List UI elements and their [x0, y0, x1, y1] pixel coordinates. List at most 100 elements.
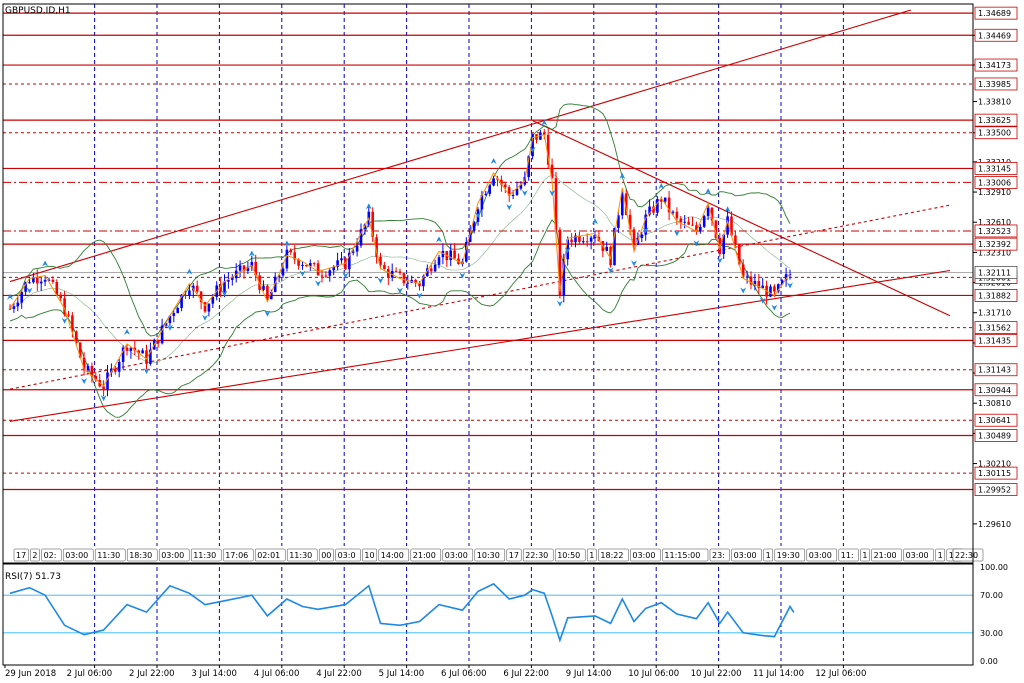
candle-body — [180, 294, 183, 308]
price-tick-label: 1.31710 — [978, 309, 1011, 318]
session-tag-label: 10 — [364, 551, 374, 560]
candle-body — [726, 216, 729, 235]
candle-body — [160, 325, 164, 344]
trendline-upper-channel — [9, 9, 912, 283]
level-tag-label: 1.30115 — [978, 469, 1011, 478]
candle-body — [500, 179, 503, 185]
candle-body — [472, 221, 476, 231]
session-tag — [362, 548, 378, 562]
candle-body — [422, 276, 425, 287]
session-tag-label: 03:00 — [161, 551, 184, 560]
candle-body — [47, 279, 51, 281]
main-frame — [2, 3, 974, 565]
session-tag — [903, 548, 934, 562]
fractal-down-icon — [631, 260, 637, 267]
candle-body — [562, 259, 566, 296]
session-tag-label: 02:01 — [257, 551, 280, 560]
candle-body — [316, 263, 320, 276]
fractal-down-icon — [202, 314, 208, 321]
band-middle — [9, 174, 791, 364]
price-tick-label: 1.32310 — [978, 248, 1011, 257]
candle-body — [332, 267, 335, 271]
level-tag — [974, 333, 1018, 347]
candle-body — [168, 315, 172, 324]
level-tag — [974, 6, 1018, 20]
rsi-label: RSI(7) 51.73 — [5, 572, 61, 582]
session-tag — [838, 548, 859, 562]
fractal-down-icon — [26, 287, 33, 294]
fractal-down-icon — [673, 230, 680, 237]
fractal-down-icon — [642, 227, 649, 234]
candle-body — [570, 239, 573, 243]
candle-body — [219, 285, 222, 292]
candle-body — [613, 227, 616, 266]
candle-body — [145, 350, 148, 364]
session-tag — [506, 548, 522, 562]
trendline-mid-channel — [9, 204, 951, 390]
candle-body — [340, 258, 343, 261]
session-tag — [731, 548, 762, 562]
session-tag — [474, 548, 506, 562]
candle-body — [441, 250, 445, 258]
candle-body — [773, 286, 776, 292]
candle-body — [504, 184, 507, 188]
candle-body — [188, 290, 191, 296]
candle-body — [433, 264, 437, 272]
level-tag-label: 1.33500 — [978, 129, 1011, 138]
time-tick-label: 2 Jul 22:00 — [129, 669, 175, 679]
level-tag — [974, 175, 1018, 189]
grid — [94, 4, 844, 661]
level-tag — [974, 413, 1018, 427]
candle-body — [32, 276, 35, 283]
level-tag — [974, 383, 1018, 397]
candle-body — [679, 218, 683, 223]
session-tag-label: 22:30 — [955, 551, 978, 560]
time-tick-label: 12 Jul 06:00 — [815, 669, 866, 679]
candle-body — [266, 285, 269, 300]
candle-body — [12, 306, 16, 309]
price-tick-label: 1.30810 — [978, 399, 1011, 408]
fractal-up-icon — [436, 236, 442, 243]
candle-body — [192, 285, 195, 291]
candle-body — [293, 252, 296, 260]
session-tag — [222, 548, 254, 562]
candle-body — [702, 216, 706, 227]
level-tag-label: 1.33006 — [978, 178, 1011, 187]
rsi-tick-label: 100.00 — [980, 563, 1008, 572]
level-tag — [974, 483, 1018, 496]
level-tag-label: 1.33985 — [978, 80, 1011, 89]
candle-body — [285, 249, 289, 269]
candle-body — [663, 197, 667, 202]
candle-body — [660, 198, 663, 202]
fractal-up-icon — [186, 268, 193, 275]
candle-body — [207, 303, 211, 312]
level-tag — [974, 113, 1018, 127]
session-tag — [630, 548, 661, 562]
fractal-down-icon — [166, 324, 173, 331]
rsi-tick-label: 30.00 — [980, 629, 1003, 638]
candle-body — [640, 234, 644, 238]
candle-body — [351, 251, 355, 253]
candle-body — [687, 221, 690, 225]
candle-body — [59, 294, 62, 299]
candle-body — [406, 282, 410, 284]
rsi-line — [9, 582, 795, 643]
fractal-down-icon — [264, 310, 271, 317]
level-tag-label: 1.32392 — [978, 240, 1011, 249]
candle-body — [75, 331, 78, 343]
candle-body — [328, 270, 332, 276]
level-tag — [974, 466, 1018, 480]
level-tag-label: 1.31435 — [978, 336, 1011, 345]
rsi-tick-label: 0.00 — [980, 657, 998, 666]
candle-body — [379, 257, 382, 266]
session-tag-label: 03:00 — [809, 551, 832, 560]
candle-body — [648, 206, 651, 215]
fractal-down-icon — [564, 247, 571, 254]
fractal-up-icon — [724, 206, 731, 213]
time-tick-label: 29 Jun 2018 — [5, 669, 56, 679]
candle-body — [156, 339, 160, 344]
level-tag-label: 1.31562 — [978, 324, 1011, 333]
time-axis: 29 Jun 2018 2 Jul 06:00 2 Jul 22:00 3 Jul 1… — [4, 665, 866, 679]
